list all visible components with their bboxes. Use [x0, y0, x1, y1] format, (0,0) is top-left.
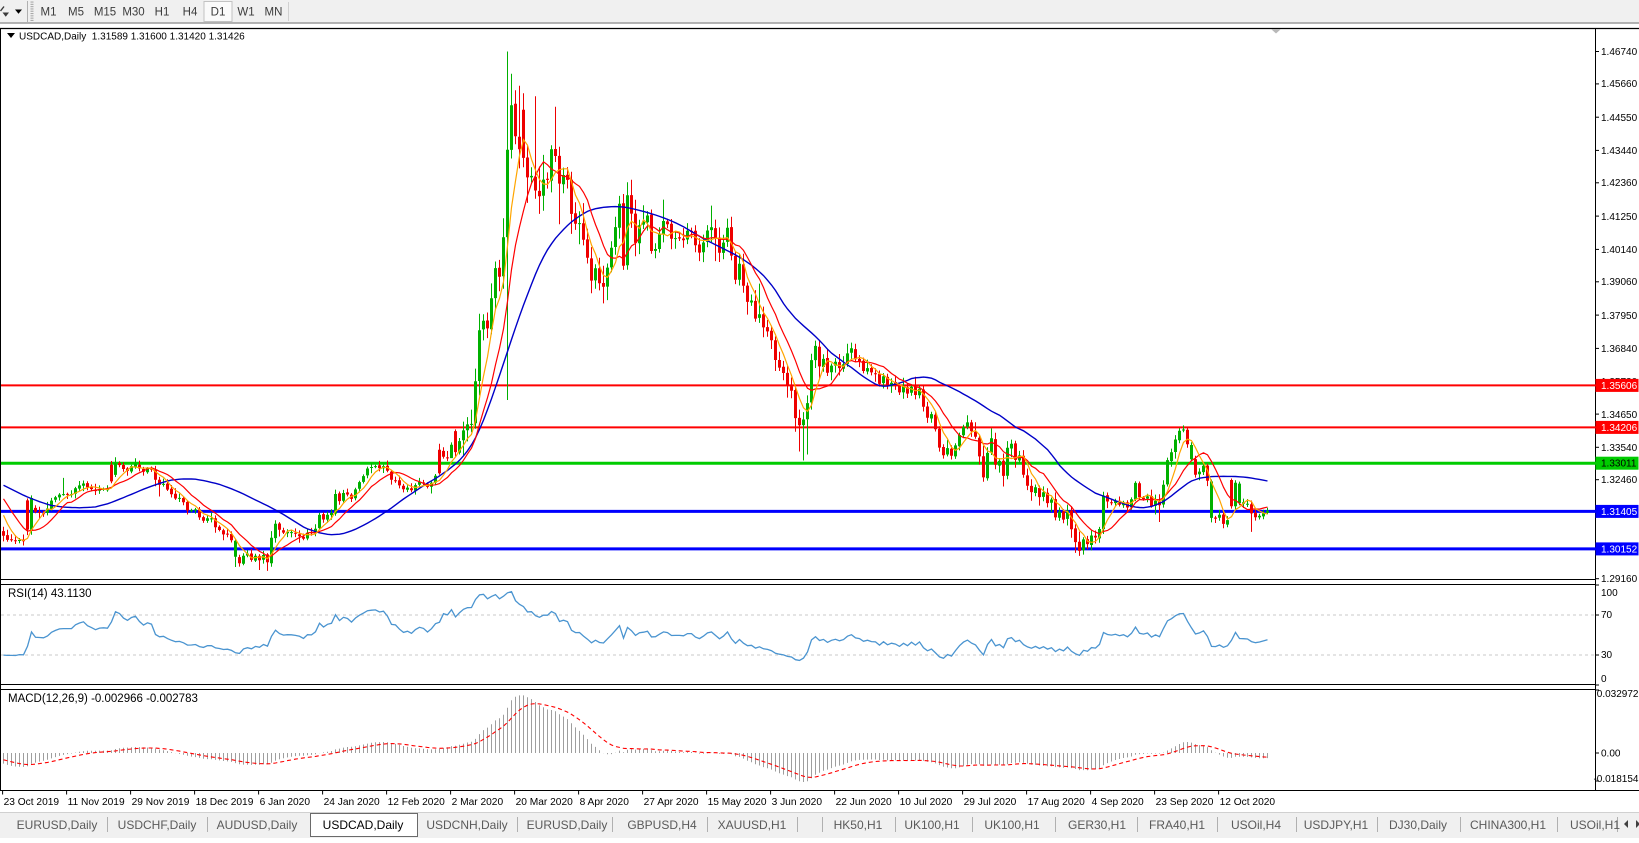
svg-text:1.37950: 1.37950 [1601, 311, 1638, 322]
svg-text:1.40140: 1.40140 [1601, 245, 1638, 256]
svg-text:UK100,H1: UK100,H1 [984, 818, 1040, 832]
svg-text:27 Apr 2020: 27 Apr 2020 [644, 797, 699, 808]
svg-text:1.35606: 1.35606 [1601, 381, 1638, 392]
svg-text:100: 100 [1601, 588, 1618, 599]
svg-text:2 Mar 2020: 2 Mar 2020 [452, 797, 504, 808]
svg-text:M30: M30 [122, 7, 144, 19]
svg-text:1.29160: 1.29160 [1601, 574, 1638, 585]
svg-text:EURUSD,Daily: EURUSD,Daily [17, 818, 98, 832]
svg-text:22 Jun 2020: 22 Jun 2020 [836, 797, 892, 808]
svg-text:RSI(14) 43.1130: RSI(14) 43.1130 [8, 588, 92, 600]
svg-text:D1: D1 [211, 7, 226, 19]
svg-text:CHINA300,H1: CHINA300,H1 [1470, 818, 1546, 832]
svg-text:23 Oct 2019: 23 Oct 2019 [4, 797, 60, 808]
svg-text:1.33011: 1.33011 [1601, 459, 1637, 470]
svg-text:USDCHF,Daily: USDCHF,Daily [118, 818, 197, 832]
svg-text:1.44550: 1.44550 [1601, 113, 1638, 124]
svg-text:M15: M15 [94, 7, 116, 19]
svg-text:1.34206: 1.34206 [1601, 423, 1638, 434]
svg-text:DJ30,Daily: DJ30,Daily [1389, 818, 1447, 832]
svg-text:USOil,H4: USOil,H4 [1231, 818, 1281, 832]
svg-text:EURUSD,Daily: EURUSD,Daily [527, 818, 608, 832]
svg-text:AUDUSD,Daily: AUDUSD,Daily [217, 818, 298, 832]
svg-text:1.30152: 1.30152 [1601, 544, 1638, 555]
svg-text:11 Nov 2019: 11 Nov 2019 [68, 797, 125, 808]
svg-text:1.34650: 1.34650 [1601, 410, 1638, 421]
svg-text:MACD(12,26,9) -0.002966 -0.002: MACD(12,26,9) -0.002966 -0.002783 [8, 693, 198, 705]
svg-text:0: 0 [1601, 674, 1607, 685]
svg-text:USOil,H1: USOil,H1 [1570, 818, 1620, 832]
svg-text:M5: M5 [68, 7, 84, 19]
svg-text:8 Apr 2020: 8 Apr 2020 [580, 797, 630, 808]
svg-text:USDCNH,Daily: USDCNH,Daily [426, 818, 507, 832]
svg-text:GBPUSD,H4: GBPUSD,H4 [627, 818, 697, 832]
svg-text:20 Mar 2020: 20 Mar 2020 [516, 797, 574, 808]
svg-text:29 Nov 2019: 29 Nov 2019 [132, 797, 190, 808]
svg-text:USDCAD,Daily 1.31589 1.31600: USDCAD,Daily 1.31589 1.31600 1.31420 1.3… [19, 32, 245, 43]
svg-text:4 Sep 2020: 4 Sep 2020 [1092, 797, 1144, 808]
svg-text:1.33540: 1.33540 [1601, 443, 1638, 454]
svg-text:FRA40,H1: FRA40,H1 [1149, 818, 1205, 832]
svg-text:24 Jan 2020: 24 Jan 2020 [324, 797, 380, 808]
svg-text:1.31405: 1.31405 [1601, 507, 1638, 518]
svg-text:12 Oct 2020: 12 Oct 2020 [1220, 797, 1276, 808]
svg-text:1.46740: 1.46740 [1601, 47, 1638, 58]
svg-text:1.39060: 1.39060 [1601, 277, 1638, 288]
svg-text:XAUUSD,H1: XAUUSD,H1 [718, 818, 787, 832]
svg-text:18 Dec 2019: 18 Dec 2019 [196, 797, 254, 808]
svg-text:0.032972: 0.032972 [1597, 689, 1639, 700]
svg-text:H1: H1 [155, 7, 170, 19]
svg-text:10 Jul 2020: 10 Jul 2020 [900, 797, 953, 808]
svg-text:1.36840: 1.36840 [1601, 344, 1638, 355]
svg-text:1.45660: 1.45660 [1601, 79, 1638, 90]
svg-text:30: 30 [1601, 650, 1613, 661]
svg-text:29 Jul 2020: 29 Jul 2020 [964, 797, 1017, 808]
svg-text:M1: M1 [41, 7, 57, 19]
svg-text:17 Aug 2020: 17 Aug 2020 [1028, 797, 1086, 808]
svg-text:USDCAD,Daily: USDCAD,Daily [323, 818, 404, 832]
svg-text:23 Sep 2020: 23 Sep 2020 [1156, 797, 1214, 808]
svg-text:1.41250: 1.41250 [1601, 212, 1638, 223]
svg-text:-0.018154: -0.018154 [1593, 774, 1638, 785]
svg-text:HK50,H1: HK50,H1 [834, 818, 883, 832]
svg-text:15 May 2020: 15 May 2020 [708, 797, 767, 808]
svg-text:1.43440: 1.43440 [1601, 146, 1638, 157]
svg-text:H4: H4 [183, 7, 198, 19]
svg-text:MN: MN [265, 7, 283, 19]
svg-text:1.32460: 1.32460 [1601, 475, 1638, 486]
svg-text:1.42360: 1.42360 [1601, 178, 1638, 189]
svg-text:3 Jun 2020: 3 Jun 2020 [772, 797, 823, 808]
svg-text:70: 70 [1601, 610, 1613, 621]
svg-text:0.00: 0.00 [1601, 749, 1621, 760]
svg-text:12 Feb 2020: 12 Feb 2020 [388, 797, 446, 808]
svg-text:USDJPY,H1: USDJPY,H1 [1304, 818, 1369, 832]
svg-text:6 Jan 2020: 6 Jan 2020 [260, 797, 311, 808]
svg-text:UK100,H1: UK100,H1 [904, 818, 960, 832]
svg-text:W1: W1 [237, 7, 254, 19]
svg-text:GER30,H1: GER30,H1 [1068, 818, 1126, 832]
